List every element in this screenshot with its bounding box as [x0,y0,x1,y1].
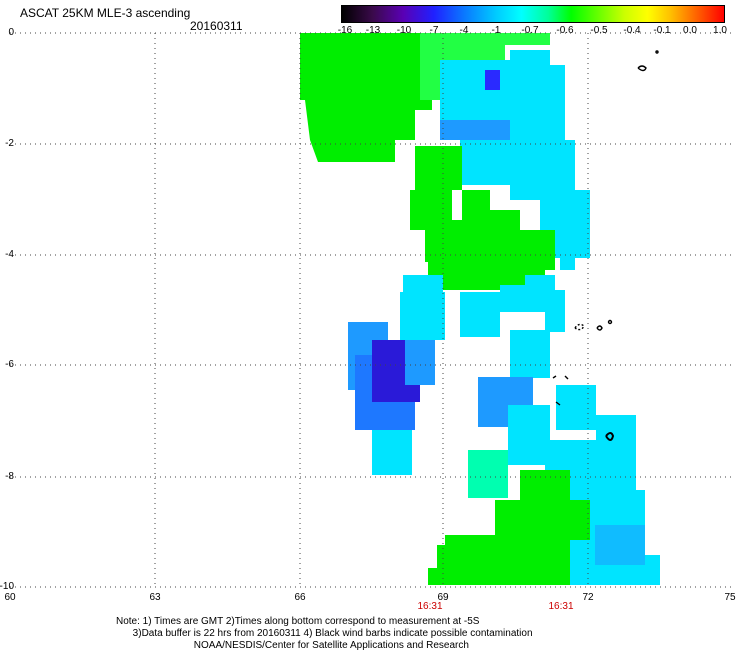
x-axis-label: 60 [4,592,16,603]
colorbar-tick: -0.1 [653,25,671,36]
chart-date: 20160311 [190,19,243,33]
swath-cyan-block [372,430,412,475]
x-axis-label: 66 [294,592,306,603]
colorbar-tick: -4 [459,25,469,36]
colorbar [341,5,725,23]
footnote-line: 3)Data buffer is 22 hrs from 20160311 4)… [132,628,533,639]
swath-cyan-block [500,275,565,332]
colorbar-tick: -16 [337,25,353,36]
coastlines [552,50,659,441]
swath-green-north-light [420,33,550,100]
y-axis-label: -8 [5,471,14,482]
swath-blue-strip [440,120,510,140]
x-axis-label: 63 [149,592,161,603]
swath-white-gap [452,190,462,220]
colorbar-tick: -13 [365,25,381,36]
swath-green-north [300,33,432,162]
y-axis-label: 0 [8,27,14,38]
swath-cyan-block [556,385,596,430]
swath-cyan-block [403,275,443,295]
x-axis-label: 75 [724,592,736,603]
swath-cyan-block [595,525,645,565]
colorbar-tick: -0.5 [590,25,608,36]
y-axis-label: -6 [5,359,14,370]
chart-title: ASCAT 25KM MLE-3 ascending [20,6,191,20]
y-axis-label: -2 [5,138,14,149]
x-axis-label: 69 [437,592,449,603]
grid-lines [10,32,732,588]
colorbar-tick: -0.4 [623,25,641,36]
pass-time-label: 16:31 [548,601,574,612]
swath-teal-block [468,450,508,498]
swath-cyan-block [400,292,445,340]
colorbar-tick: 0.0 [683,25,697,36]
swath-cyan-block [460,292,500,337]
swath-blue-west [405,340,435,385]
colorbar-tick: 1.0 [713,25,727,36]
swath-cyan-north [440,50,590,270]
colorbar-tick: -0.6 [556,25,574,36]
colorbar-tick: -7 [429,25,439,36]
colorbar-tick: -1 [491,25,501,36]
y-axis-label: -4 [5,249,14,260]
colorbar-tick: -0.7 [521,25,539,36]
swath-cyan-block [510,330,550,378]
swath-cyan-block [508,405,550,465]
swath-green-south [428,470,590,585]
swath-green-central [410,146,555,290]
x-axis-label: 72 [582,592,594,603]
footnote-line: Note: 1) Times are GMT 2)Times along bot… [116,616,480,627]
footnote-line: NOAA/NESDIS/Center for Satellite Applica… [193,640,469,651]
wind-swath [300,33,660,585]
colorbar-tick: -10 [396,25,412,36]
pass-time-label: 16:31 [417,601,443,612]
footnote: Note: 1) Times are GMT 2)Times along bot… [116,616,533,652]
swath-blue-spot [485,70,500,90]
y-axis-label: -10 [0,581,14,592]
